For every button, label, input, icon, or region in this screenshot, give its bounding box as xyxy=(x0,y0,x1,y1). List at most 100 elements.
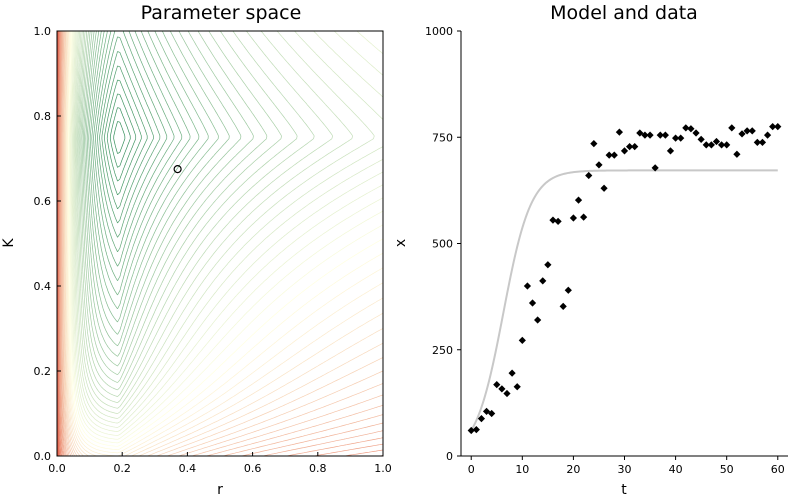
contour-line xyxy=(91,30,183,281)
left-plot-frame xyxy=(56,30,384,457)
right-chart-title: Model and data xyxy=(550,2,698,24)
data-point xyxy=(528,299,537,307)
data-point xyxy=(769,123,777,131)
data-points xyxy=(467,123,782,435)
contour-line xyxy=(66,30,384,454)
left-x-tick-label: 1.0 xyxy=(374,462,392,475)
contour-line xyxy=(88,30,200,310)
contour-line xyxy=(59,31,384,457)
best-fit-marker xyxy=(173,165,182,174)
left-x-tick-label: 0.2 xyxy=(113,462,131,475)
data-point xyxy=(564,286,572,294)
contour-line xyxy=(63,31,384,457)
data-point xyxy=(687,125,695,133)
data-point xyxy=(651,164,659,172)
data-point xyxy=(763,131,772,139)
data-point xyxy=(498,385,506,393)
data-point xyxy=(682,124,690,132)
left-x-tick-label: 0.6 xyxy=(244,462,262,475)
contour-line xyxy=(68,30,384,444)
data-point xyxy=(702,141,710,149)
left-x-tick-label: 0.4 xyxy=(179,462,197,475)
left-y-tick-label: 0.0 xyxy=(34,450,52,463)
data-point xyxy=(666,147,675,155)
data-point xyxy=(488,409,496,418)
contour-line xyxy=(82,30,242,357)
right-x-tick-label: 10 xyxy=(515,463,529,476)
left-y-tick-label: 0.6 xyxy=(34,195,52,208)
data-point xyxy=(646,131,654,139)
data-point xyxy=(748,127,756,135)
left-y-axis-label: K xyxy=(1,238,17,248)
data-point xyxy=(534,316,542,324)
contour-line xyxy=(97,36,161,238)
data-point xyxy=(539,277,547,285)
data-point xyxy=(661,131,669,139)
contour-line xyxy=(60,31,384,457)
right-x-tick-label: 60 xyxy=(771,463,785,476)
data-point xyxy=(559,302,567,310)
contour-line xyxy=(89,30,191,296)
contour-line xyxy=(61,31,384,457)
right-x-ticks: 0 10 20 30 40 50 60 xyxy=(468,456,785,476)
data-point xyxy=(554,217,562,225)
right-x-tick-label: 30 xyxy=(618,463,632,476)
left-x-axis-label: r xyxy=(217,482,223,498)
contour-line xyxy=(61,30,384,457)
contour-line xyxy=(68,30,384,447)
contour-line xyxy=(104,79,142,196)
right-y-tick-label: 1000 xyxy=(425,25,453,38)
contour-line xyxy=(69,30,384,440)
data-point xyxy=(671,134,680,142)
data-point xyxy=(728,124,736,132)
contour-line xyxy=(71,30,384,428)
data-point xyxy=(697,135,705,143)
right-y-tick-label: 0 xyxy=(446,450,453,463)
contour-line xyxy=(70,30,384,436)
contour-line xyxy=(85,30,219,335)
right-x-axis-label: t xyxy=(621,482,627,498)
contour-line xyxy=(66,30,384,457)
contour-line xyxy=(78,30,298,391)
left-y-ticks: 0.0 0.2 0.4 0.6 0.8 1.0 xyxy=(34,25,61,463)
data-point xyxy=(467,426,475,435)
data-point xyxy=(549,216,557,224)
contour-line xyxy=(71,30,384,432)
data-point xyxy=(774,123,782,131)
data-point xyxy=(717,141,726,149)
contour-line xyxy=(64,30,384,457)
data-point xyxy=(590,140,598,148)
data-point xyxy=(605,151,613,159)
data-point xyxy=(677,134,685,142)
contour-line xyxy=(62,30,384,457)
data-point xyxy=(723,141,731,149)
left-x-ticks: 0.0 0.2 0.4 0.6 0.8 1.0 xyxy=(48,452,392,475)
contour-line xyxy=(63,30,384,457)
data-point xyxy=(712,137,721,146)
data-point xyxy=(523,282,532,290)
contour-line xyxy=(77,30,315,397)
contour-line xyxy=(80,30,268,376)
data-point xyxy=(600,184,608,192)
contour-line xyxy=(60,31,384,457)
contour-line xyxy=(62,31,384,457)
contour-line xyxy=(75,30,353,409)
data-point xyxy=(595,161,603,169)
left-chart-title: Parameter space xyxy=(141,2,302,24)
right-y-tick-label: 250 xyxy=(432,344,453,357)
right-x-tick-label: 40 xyxy=(669,463,683,476)
data-point xyxy=(472,426,480,434)
data-point xyxy=(503,389,511,398)
contour-line xyxy=(73,30,384,419)
contour-line xyxy=(76,30,333,403)
model-curve xyxy=(470,169,778,431)
data-point xyxy=(738,130,746,138)
right-y-axis-label: x xyxy=(393,239,409,247)
data-point xyxy=(620,147,629,155)
data-point xyxy=(477,415,486,423)
right-x-tick-label: 50 xyxy=(720,463,734,476)
data-point xyxy=(631,143,639,151)
contour-line xyxy=(67,30,384,451)
contour-line xyxy=(101,65,148,210)
